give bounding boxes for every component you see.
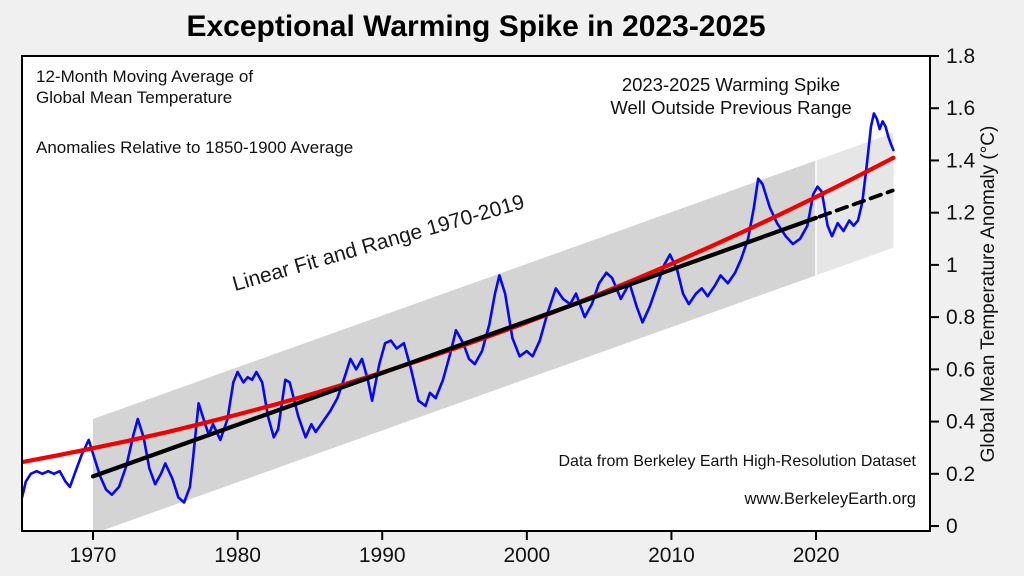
series-annotation-line1: 12-Month Moving Average of: [36, 67, 254, 86]
website-link: www.BerkeleyEarth.org: [744, 490, 917, 508]
spike-annotation-line2: Well Outside Previous Range: [610, 97, 852, 118]
series-annotation-line2: Global Mean Temperature: [36, 88, 233, 107]
x-tick-label: 2010: [648, 544, 695, 567]
axes-box: [21, 55, 931, 532]
spike-annotation: 2023-2025 Warming Spike Well Outside Pre…: [531, 73, 931, 119]
y-tick-label: 1: [946, 254, 958, 277]
data-source-note: Data from Berkeley Earth High-Resolution…: [558, 453, 917, 470]
baseline-annotation: Anomalies Relative to 1850-1900 Average: [36, 138, 354, 157]
y-tick-label: 1.8: [946, 45, 975, 68]
spike-annotation-line1: 2023-2025 Warming Spike: [621, 74, 841, 95]
chart-title: Exceptional Warming Spike in 2023-2025: [186, 10, 766, 43]
series-annotation: 12-Month Moving Average of Global Mean T…: [36, 66, 253, 108]
y-tick-label: 0.2: [946, 463, 975, 486]
linear-fit-1970-2019-line: [90, 215, 819, 479]
y-tick-label: 0.4: [946, 411, 976, 434]
y-tick-label: 1.4: [946, 149, 976, 172]
x-tick-label: 2000: [503, 544, 550, 567]
x-tick-label: 1970: [70, 544, 117, 567]
linear-fit-extrapolation-line: [817, 188, 895, 219]
x-tick-label: 1980: [214, 544, 261, 567]
y-tick-label: 0.8: [946, 306, 975, 329]
y-axis-title: Global Mean Temperature Anomaly (°C): [978, 125, 999, 463]
y-tick-label: 0.6: [946, 358, 975, 381]
y-tick-label: 0: [946, 515, 958, 538]
x-tick-label: 1990: [359, 544, 406, 567]
y-tick-label: 1.6: [946, 97, 975, 120]
y-tick-label: 1.2: [946, 202, 975, 225]
x-tick-label: 2020: [793, 544, 840, 567]
